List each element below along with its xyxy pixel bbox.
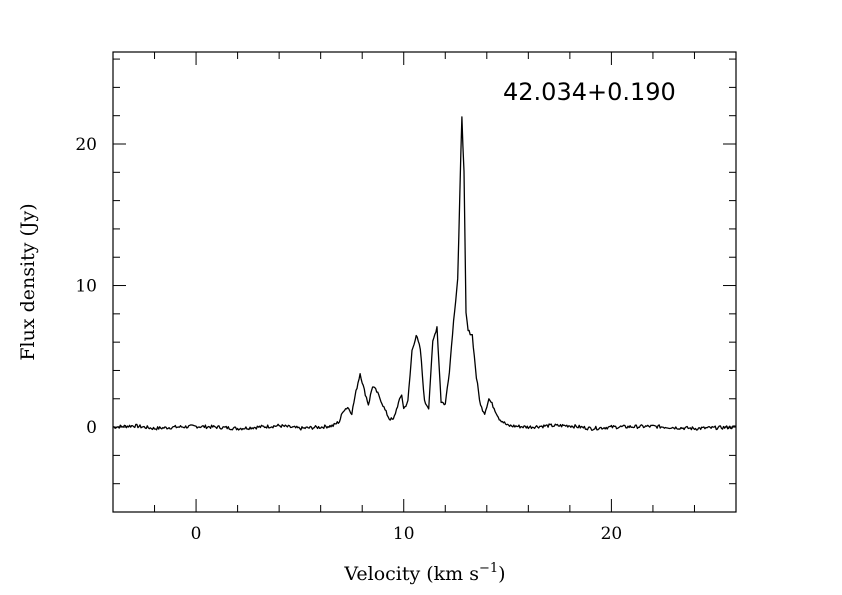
y-tick-label: 0 [86,418,97,438]
x-tick-label: 20 [601,524,623,544]
y-tick-label: 20 [75,135,97,155]
y-axis-title: Flux density (Jy) [17,203,39,360]
spectrum-line [112,116,737,431]
axis-tick-labels: 0 10 20 0 10 20 [75,135,622,544]
y-tick-label: 10 [75,277,97,297]
axis-ticks [112,52,737,513]
source-annotation: 42.034+0.190 [503,78,676,106]
x-axis-title: Velocity (km s−1) [343,561,505,585]
plot-frame [112,51,737,513]
x-tick-label: 0 [191,524,202,544]
x-tick-label: 10 [393,524,415,544]
x-axis-title-superscript: −1 [479,561,498,576]
